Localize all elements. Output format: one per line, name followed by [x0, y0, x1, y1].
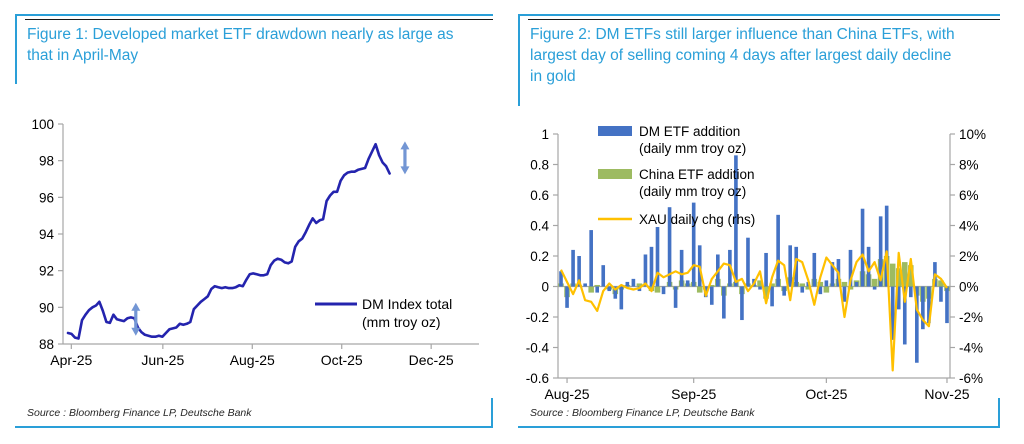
figure2-right-border — [998, 398, 1000, 428]
svg-text:94: 94 — [39, 227, 55, 242]
svg-text:(daily mm troy oz): (daily mm troy oz) — [639, 141, 746, 156]
svg-text:XAU daily chg (rhs): XAU daily chg (rhs) — [639, 212, 755, 227]
svg-text:Apr-25: Apr-25 — [50, 352, 92, 368]
svg-text:China ETF addition: China ETF addition — [639, 167, 755, 182]
figure1-left-border — [15, 14, 17, 84]
svg-text:DM ETF addition: DM ETF addition — [639, 124, 740, 139]
svg-text:0.8: 0.8 — [530, 158, 549, 173]
svg-text:(mm troy oz): (mm troy oz) — [362, 314, 441, 330]
svg-text:0.6: 0.6 — [530, 188, 549, 203]
figure1-source: Source : Bloomberg Finance LP, Deutsche … — [27, 407, 252, 419]
svg-text:-6%: -6% — [959, 371, 983, 386]
svg-text:Sep-25: Sep-25 — [671, 386, 716, 402]
svg-text:10%: 10% — [959, 127, 986, 142]
svg-text:88: 88 — [39, 337, 54, 352]
figure2-title: Figure 2: DM ETFs still larger influence… — [530, 26, 955, 85]
figure2-tick-labels: 1 0.8 0.6 0.4 0.2 0 -0.2 -0.4 -0.6 10% 8% 6% 4% 2% 0% -… — [526, 127, 986, 402]
figure1-line-chart: 88 90 92 94 96 98 100 Apr-25 Jun-25 Aug-25 Oct-25 D… — [31, 117, 479, 368]
svg-text:6%: 6% — [959, 188, 979, 203]
figure1-top-black-rule — [25, 19, 493, 20]
svg-text:(daily mm troy oz): (daily mm troy oz) — [639, 184, 746, 199]
svg-text:-4%: -4% — [959, 341, 983, 356]
svg-text:1: 1 — [541, 127, 549, 142]
svg-text:100: 100 — [31, 117, 54, 132]
svg-text:-0.4: -0.4 — [526, 341, 550, 356]
figure1-panel: Figure 1: Developed market ETF drawdown … — [15, 14, 493, 428]
svg-text:Oct-25: Oct-25 — [321, 352, 363, 368]
figure2-bar-chart: 1 0.8 0.6 0.4 0.2 0 -0.2 -0.4 -0.6 10% 8% 6% 4% 2% 0% -… — [526, 124, 986, 402]
svg-text:0: 0 — [541, 280, 549, 295]
figure1-legend: DM Index total (mm troy oz) — [315, 296, 452, 330]
figure2-panel: Figure 2: DM ETFs still larger influence… — [518, 14, 1000, 428]
figure2-bottom-rule — [518, 426, 1000, 428]
figure1-axes — [58, 123, 479, 349]
drawdown-arrow-2 — [400, 141, 410, 175]
svg-text:DM Index total: DM Index total — [362, 296, 452, 312]
drawdown-arrow-1 — [131, 302, 141, 336]
svg-text:0.2: 0.2 — [530, 249, 549, 264]
figure1-bottom-rule — [15, 426, 493, 428]
svg-text:2%: 2% — [959, 249, 979, 264]
dm-index-total-line — [66, 142, 391, 340]
svg-text:90: 90 — [39, 300, 54, 315]
svg-text:Dec-25: Dec-25 — [409, 352, 454, 368]
figure1-top-rule — [15, 14, 493, 16]
svg-text:Aug-25: Aug-25 — [544, 386, 589, 402]
figure2-top-rule — [518, 14, 1000, 16]
figure1-tick-labels: 88 90 92 94 96 98 100 Apr-25 Jun-25 Aug-25 Oct-25 D… — [31, 117, 453, 368]
svg-text:Aug-25: Aug-25 — [230, 352, 275, 368]
svg-text:98: 98 — [39, 154, 54, 169]
svg-text:92: 92 — [39, 264, 54, 279]
xau-daily-chg-line — [560, 250, 948, 372]
figure2-left-border — [518, 14, 520, 106]
svg-text:Jun-25: Jun-25 — [141, 352, 184, 368]
svg-text:0.4: 0.4 — [530, 219, 549, 234]
svg-text:4%: 4% — [959, 219, 979, 234]
svg-text:96: 96 — [39, 190, 54, 205]
svg-text:-0.2: -0.2 — [526, 310, 549, 325]
figure2-top-black-rule — [528, 19, 1000, 20]
figure2-source: Source : Bloomberg Finance LP, Deutsche … — [530, 407, 755, 419]
svg-text:-0.6: -0.6 — [526, 371, 549, 386]
figure1-title: Figure 1: Developed market ETF drawdown … — [27, 26, 454, 64]
svg-text:8%: 8% — [959, 158, 979, 173]
figure1-right-border — [491, 398, 493, 428]
svg-text:Nov-25: Nov-25 — [924, 386, 969, 402]
svg-text:0%: 0% — [959, 280, 979, 295]
svg-text:-2%: -2% — [959, 310, 983, 325]
svg-text:Oct-25: Oct-25 — [805, 386, 847, 402]
figure2-legend: DM ETF addition (daily mm troy oz) China E… — [598, 124, 755, 227]
